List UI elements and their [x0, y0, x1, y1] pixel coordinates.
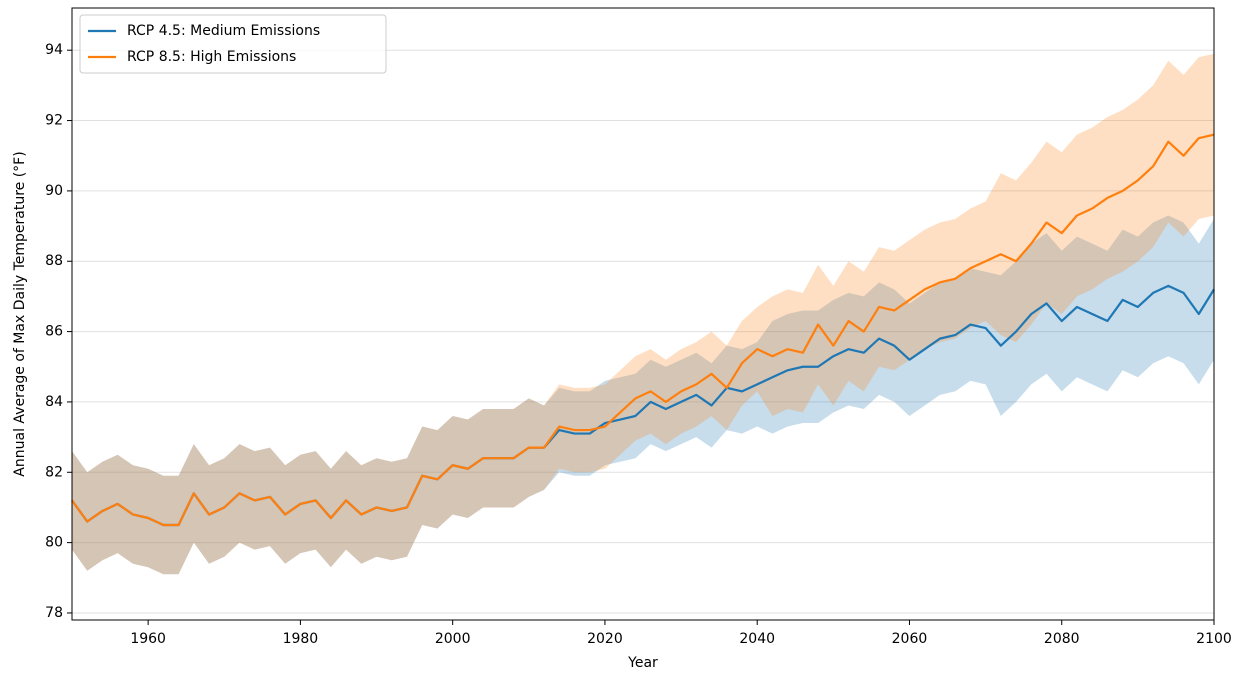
y-tick-label: 78: [45, 605, 63, 621]
x-axis-label: Year: [627, 655, 658, 671]
y-tick-label: 82: [45, 464, 63, 480]
x-tick-label: 2100: [1196, 631, 1232, 647]
y-tick-label: 86: [45, 324, 63, 340]
y-tick-label: 88: [45, 253, 63, 269]
legend-box: [79, 14, 387, 74]
x-tick-label: 1980: [283, 631, 319, 647]
line: [71, 133, 1215, 527]
x-tick-label: 1960: [130, 631, 166, 647]
y-tick-label: 94: [45, 42, 63, 58]
y-tick-label: 84: [45, 394, 63, 410]
x-tick-label: 2080: [1044, 631, 1080, 647]
legend-label: RCP 4.5: Medium Emissions: [127, 23, 320, 39]
y-axis-label: Annual Average of Max Daily Temperature …: [12, 151, 28, 476]
x-tick-label: 2060: [892, 631, 928, 647]
x-tick-label: 2000: [435, 631, 471, 647]
y-tick-label: 80: [45, 535, 63, 551]
plot-frame: [71, 7, 1215, 621]
x-tick-label: 2020: [587, 631, 623, 647]
band: [72, 53, 1214, 575]
legend-label: RCP 8.5: High Emissions: [127, 49, 296, 65]
x-tick-label: 2040: [739, 631, 775, 647]
y-tick-label: 90: [45, 183, 63, 199]
y-tick-label: 92: [45, 113, 63, 129]
